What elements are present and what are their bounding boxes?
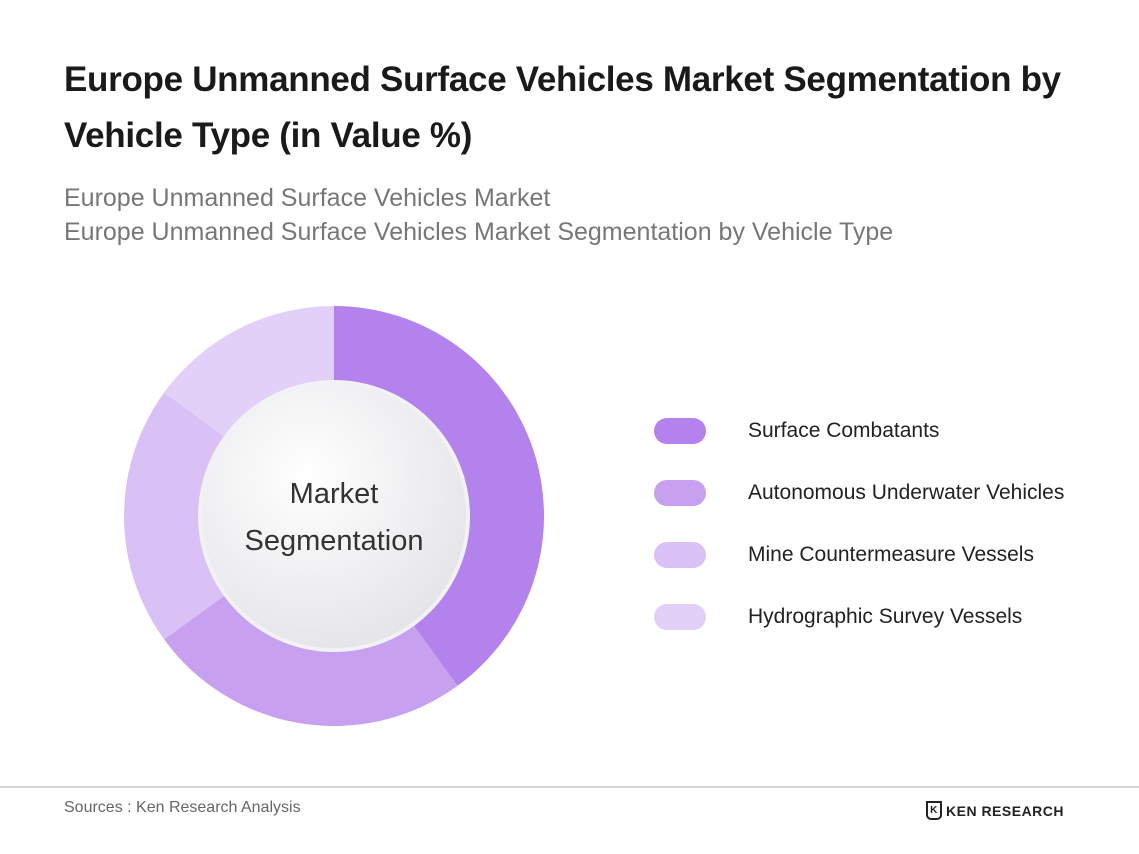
legend-item: Hydrographic Survey Vessels <box>654 586 1064 648</box>
legend-label: Surface Combatants <box>748 419 940 442</box>
chart-title: Europe Unmanned Surface Vehicles Market … <box>64 60 1061 155</box>
center-label-line-2: Segmentation <box>245 525 424 557</box>
legend-swatch <box>654 604 706 630</box>
donut-center <box>198 380 470 652</box>
source-note: Sources : Ken Research Analysis <box>64 799 301 816</box>
legend-swatch <box>654 480 706 506</box>
logo-shield-icon: K <box>926 801 942 820</box>
logo-text: KEN RESEARCH <box>946 802 1065 819</box>
legend-swatch <box>654 418 706 444</box>
donut-slice-surface-combatants <box>334 306 544 686</box>
donut-slice-hydrographic-survey-vessels <box>164 306 334 439</box>
center-label-line-1: Market <box>290 478 379 510</box>
legend-label: Hydrographic Survey Vessels <box>748 605 1023 628</box>
subtitle-line-1: Europe Unmanned Surface Vehicles Market <box>64 184 551 212</box>
ken-research-logo: K KEN RESEARCH <box>926 801 1064 820</box>
legend-label: Autonomous Underwater Vehicles <box>748 481 1065 504</box>
legend-label: Mine Countermeasure Vessels <box>748 543 1034 566</box>
donut-slice-autonomous-underwater-vehicles <box>164 593 458 726</box>
footer-divider <box>0 786 1139 788</box>
legend-item: Autonomous Underwater Vehicles <box>654 462 1064 524</box>
legend: Surface Combatants Autonomous Underwater… <box>654 400 1064 648</box>
legend-item: Mine Countermeasure Vessels <box>654 524 1064 586</box>
legend-item: Surface Combatants <box>654 400 1064 462</box>
subtitle-line-2: Europe Unmanned Surface Vehicles Market … <box>64 218 894 246</box>
donut-slice-mine-countermeasure-vessels <box>124 392 228 640</box>
legend-swatch <box>654 542 706 568</box>
